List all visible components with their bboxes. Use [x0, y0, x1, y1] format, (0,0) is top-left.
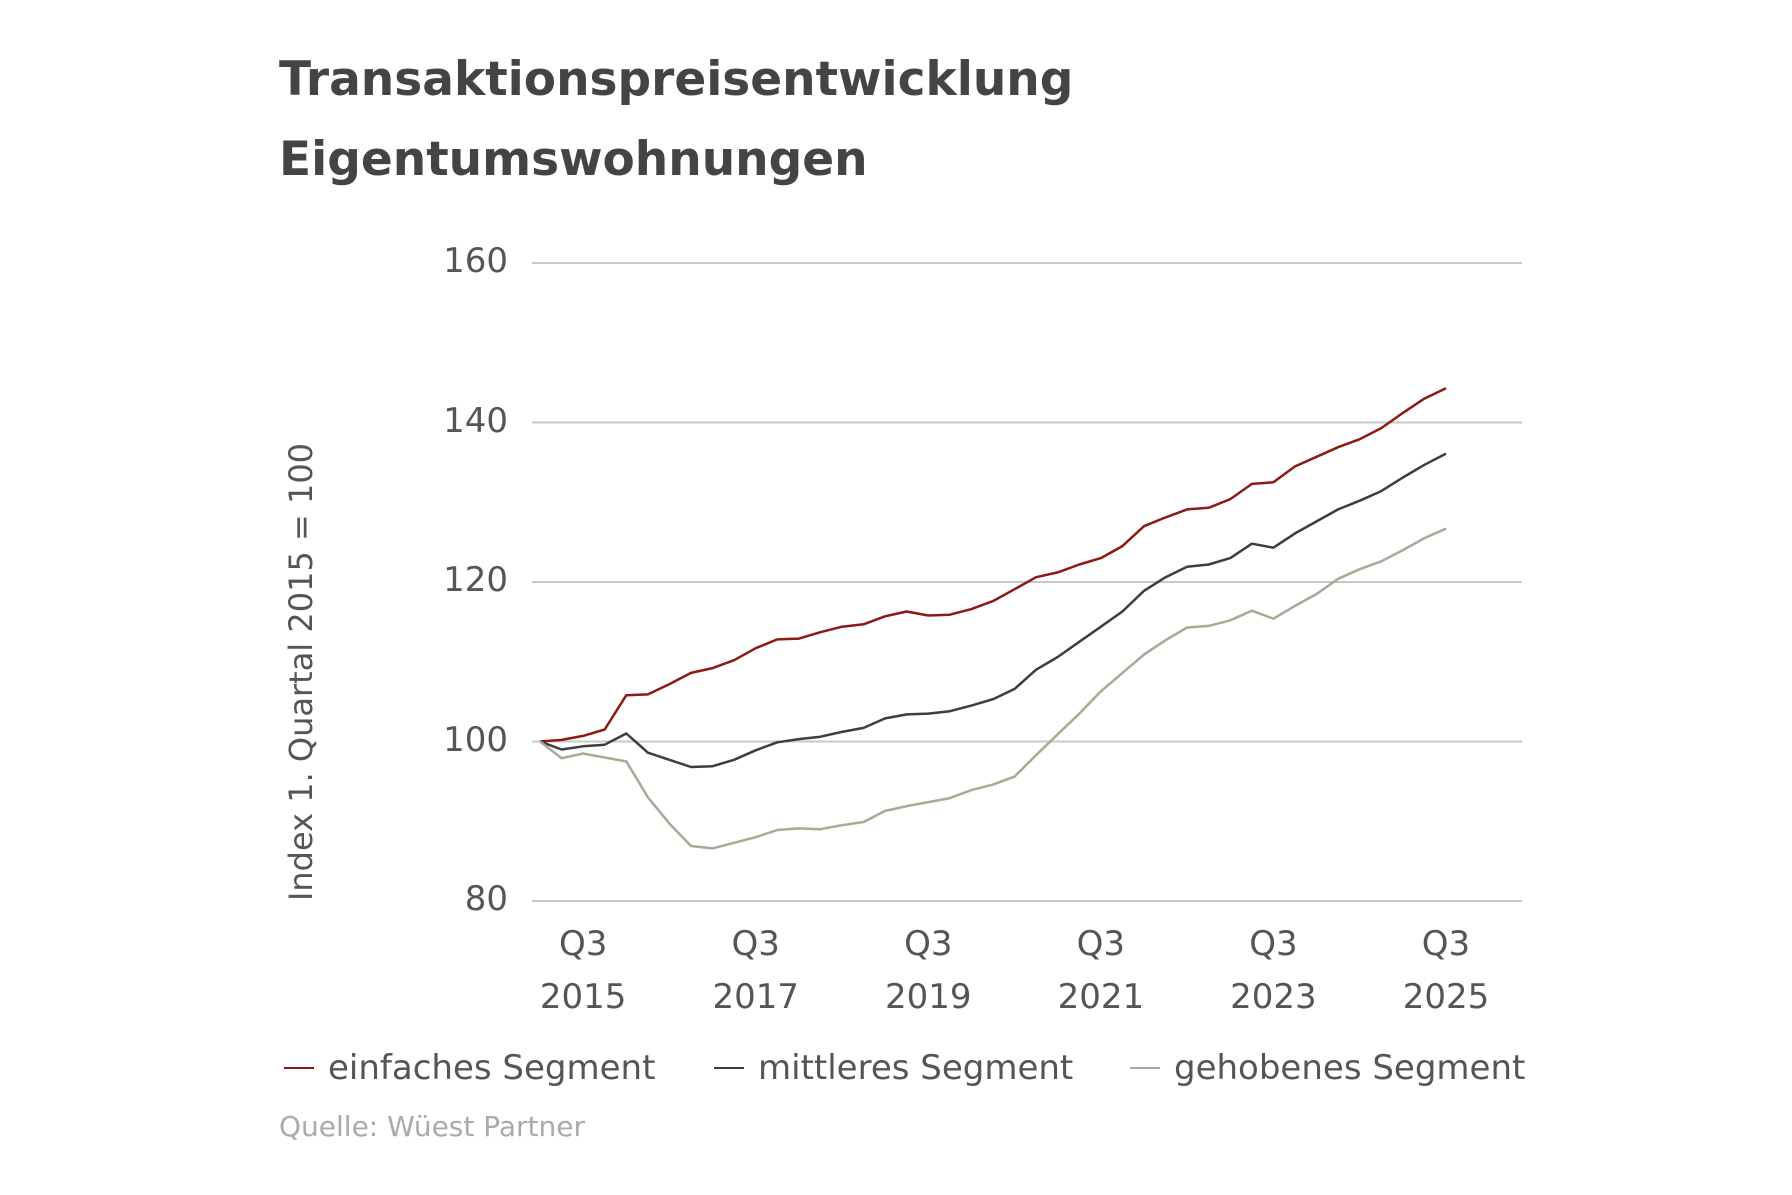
legend-swatch	[714, 1067, 744, 1069]
legend-label: gehobenes Segment	[1174, 1048, 1526, 1088]
series-line	[539, 527, 1447, 850]
x-tick-label: Q3 2015	[539, 924, 627, 1017]
legend-label: einfaches Segment	[328, 1048, 656, 1088]
legend-label: mittleres Segment	[758, 1048, 1074, 1088]
x-tick-label: Q3 2023	[1230, 924, 1317, 1017]
legend-swatch	[284, 1067, 314, 1069]
series-line	[539, 387, 1447, 743]
series-line	[539, 452, 1447, 769]
legend-swatch	[1130, 1067, 1160, 1069]
source: Quelle: Wüest Partner	[279, 1110, 586, 1143]
chart-title: Transaktionspreisentwicklung Eigentumswo…	[279, 52, 1074, 187]
legend-item: einfaches Segment	[284, 1048, 655, 1088]
x-tick-label: Q3 2017	[712, 924, 799, 1017]
y-tick-label: 140	[443, 400, 508, 441]
y-tick-label: 80	[464, 879, 508, 919]
x-tick-label: Q3 2019	[885, 924, 972, 1017]
x-tick-label: Q3 2025	[1402, 924, 1490, 1017]
legend-item: mittleres Segment	[714, 1048, 1073, 1088]
y-tick-label: 160	[443, 241, 508, 281]
x-tick-label: Q3 2021	[1057, 924, 1145, 1017]
y-tick-label: 120	[443, 560, 508, 600]
y-tick-label: 100	[443, 719, 508, 760]
legend-item: gehobenes Segment	[1130, 1048, 1525, 1088]
